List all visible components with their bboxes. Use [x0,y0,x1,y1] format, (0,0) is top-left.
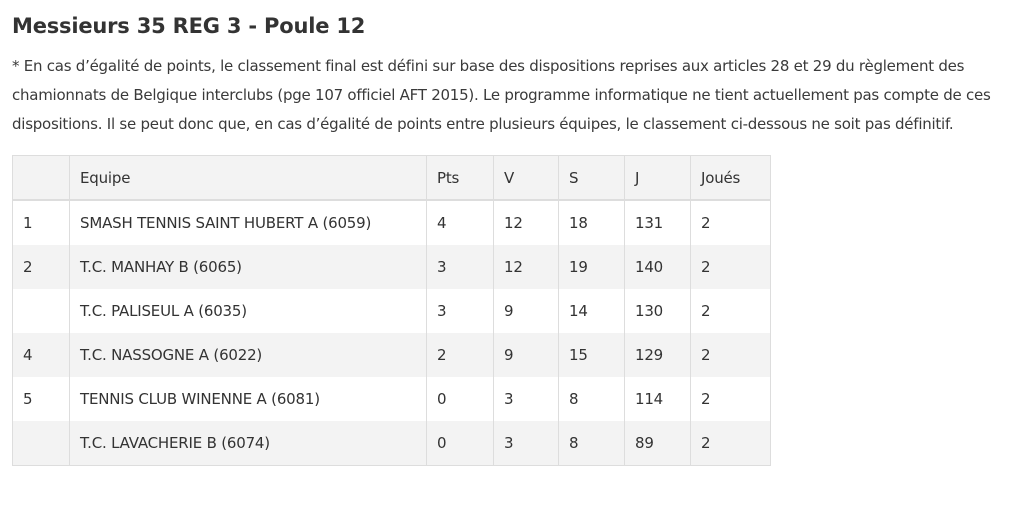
j-cell: 114 [624,377,691,421]
v-cell: 9 [493,333,559,377]
s-cell: 8 [558,421,625,466]
v-cell: 12 [493,245,559,289]
v-cell: 9 [493,289,559,333]
team-cell: T.C. PALISEUL A (6035) [69,289,427,333]
s-cell: 8 [558,377,625,421]
team-cell: T.C. NASSOGNE A (6022) [69,333,427,377]
v-cell: 3 [493,421,559,466]
s-cell: 18 [558,200,625,245]
team-cell: T.C. LAVACHERIE B (6074) [69,421,427,466]
rank-cell: 5 [12,377,70,421]
j-cell: 140 [624,245,691,289]
header-points: Pts [426,155,494,201]
header-v: V [493,155,559,201]
rank-cell: 2 [12,245,70,289]
points-cell: 2 [426,333,494,377]
played-cell: 2 [690,421,771,466]
table-row: 4 T.C. NASSOGNE A (6022) 2 9 15 129 2 [12,333,771,377]
played-cell: 2 [690,200,771,245]
table-row: T.C. PALISEUL A (6035) 3 9 14 130 2 [12,289,771,333]
points-cell: 0 [426,421,494,466]
played-cell: 2 [690,289,771,333]
points-cell: 0 [426,377,494,421]
table-row: 1 SMASH TENNIS SAINT HUBERT A (6059) 4 1… [12,200,771,245]
team-cell: T.C. MANHAY B (6065) [69,245,427,289]
j-cell: 131 [624,200,691,245]
points-cell: 3 [426,245,494,289]
s-cell: 15 [558,333,625,377]
page-content: Messieurs 35 REG 3 - Poule 12 * En cas d… [12,14,991,466]
rank-cell [12,421,70,466]
points-cell: 3 [426,289,494,333]
j-cell: 130 [624,289,691,333]
s-cell: 19 [558,245,625,289]
played-cell: 2 [690,333,771,377]
table-row: T.C. LAVACHERIE B (6074) 0 3 8 89 2 [12,421,771,466]
page-title: Messieurs 35 REG 3 - Poule 12 [12,14,366,38]
j-cell: 89 [624,421,691,466]
standings-table: Equipe Pts V S J Joués 1 SMASH TENNIS SA… [12,155,771,466]
rank-cell: 4 [12,333,70,377]
v-cell: 3 [493,377,559,421]
points-cell: 4 [426,200,494,245]
s-cell: 14 [558,289,625,333]
rank-cell: 1 [12,200,70,245]
header-s: S [558,155,625,201]
played-cell: 2 [690,245,771,289]
ranking-disclaimer: * En cas d’égalité de points, le classem… [12,57,991,133]
header-j: J [624,155,691,201]
v-cell: 12 [493,200,559,245]
played-cell: 2 [690,377,771,421]
table-row: 2 T.C. MANHAY B (6065) 3 12 19 140 2 [12,245,771,289]
team-cell: SMASH TENNIS SAINT HUBERT A (6059) [69,200,427,245]
table-header-row: Equipe Pts V S J Joués [12,155,771,201]
header-team: Equipe [69,155,427,201]
table-row: 5 TENNIS CLUB WINENNE A (6081) 0 3 8 114… [12,377,771,421]
header-rank [12,155,70,201]
header-played: Joués [690,155,771,201]
rank-cell [12,289,70,333]
j-cell: 129 [624,333,691,377]
team-cell: TENNIS CLUB WINENNE A (6081) [69,377,427,421]
